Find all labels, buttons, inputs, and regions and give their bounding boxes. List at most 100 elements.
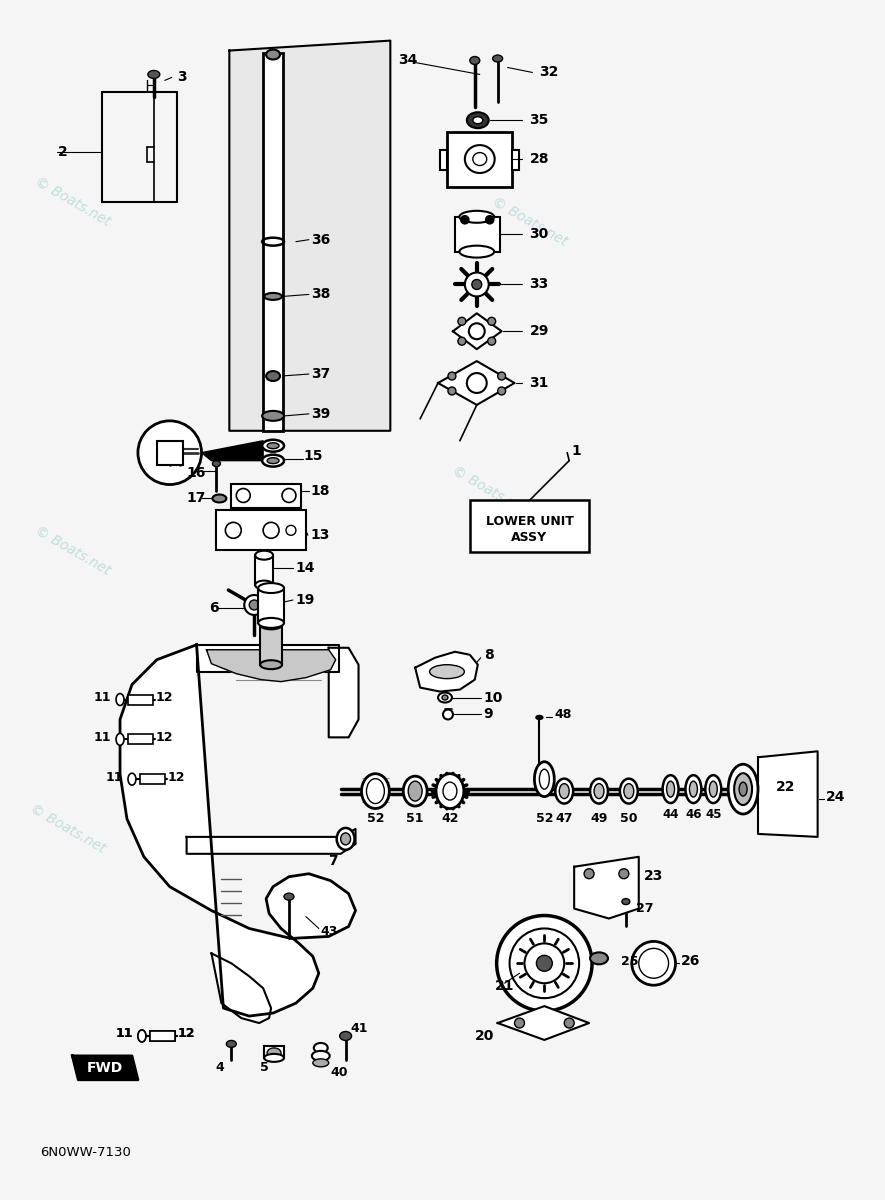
Text: 17: 17 xyxy=(187,492,206,505)
Text: 42: 42 xyxy=(442,812,458,826)
Text: 5: 5 xyxy=(260,1061,268,1074)
Polygon shape xyxy=(229,41,390,431)
Ellipse shape xyxy=(148,71,160,78)
Text: 52: 52 xyxy=(535,812,553,826)
Text: 12: 12 xyxy=(168,770,185,784)
Circle shape xyxy=(497,372,505,380)
Polygon shape xyxy=(212,953,271,1024)
Ellipse shape xyxy=(709,781,717,797)
Circle shape xyxy=(632,942,675,985)
Text: 43: 43 xyxy=(320,925,338,938)
Text: © Boats.net: © Boats.net xyxy=(33,175,113,229)
Polygon shape xyxy=(497,1006,589,1040)
Text: 52: 52 xyxy=(366,812,384,826)
Text: 12: 12 xyxy=(156,691,173,704)
Ellipse shape xyxy=(128,773,136,785)
Ellipse shape xyxy=(686,775,702,803)
Text: 51: 51 xyxy=(406,812,424,826)
Ellipse shape xyxy=(314,1043,327,1052)
Bar xyxy=(255,556,273,586)
Ellipse shape xyxy=(459,246,494,258)
Ellipse shape xyxy=(116,694,124,706)
Text: 24: 24 xyxy=(826,790,845,804)
Text: 28: 28 xyxy=(529,152,549,166)
Circle shape xyxy=(461,216,469,223)
Circle shape xyxy=(565,1018,574,1028)
Text: 6: 6 xyxy=(210,601,219,614)
Ellipse shape xyxy=(266,371,280,382)
Ellipse shape xyxy=(443,782,457,800)
Text: 4: 4 xyxy=(215,1061,224,1074)
Ellipse shape xyxy=(429,665,465,679)
Text: 37: 37 xyxy=(311,367,330,382)
Ellipse shape xyxy=(663,775,679,803)
Ellipse shape xyxy=(258,618,284,628)
Text: 46: 46 xyxy=(685,808,702,821)
Text: 1: 1 xyxy=(571,444,581,457)
Text: 50: 50 xyxy=(620,812,637,826)
Ellipse shape xyxy=(266,49,280,60)
Polygon shape xyxy=(758,751,818,836)
Ellipse shape xyxy=(555,779,573,804)
Bar xyxy=(128,734,153,744)
Text: 34: 34 xyxy=(398,53,418,66)
Polygon shape xyxy=(196,644,339,672)
Ellipse shape xyxy=(443,709,453,720)
Text: 10: 10 xyxy=(484,690,503,704)
Text: 19: 19 xyxy=(296,593,315,607)
Circle shape xyxy=(514,1018,525,1028)
Text: FWD: FWD xyxy=(87,1061,123,1075)
Polygon shape xyxy=(328,648,358,737)
Bar xyxy=(150,1031,174,1040)
Circle shape xyxy=(619,869,629,878)
Circle shape xyxy=(458,317,466,325)
Text: 33: 33 xyxy=(529,277,549,292)
Ellipse shape xyxy=(436,774,464,809)
Ellipse shape xyxy=(493,55,503,62)
Circle shape xyxy=(472,280,481,289)
Text: 21: 21 xyxy=(495,979,514,994)
Text: 11: 11 xyxy=(115,1027,133,1040)
Text: 39: 39 xyxy=(311,407,330,421)
Ellipse shape xyxy=(227,1040,236,1048)
Text: 41: 41 xyxy=(350,1021,368,1034)
Bar xyxy=(512,150,519,170)
Ellipse shape xyxy=(262,439,284,451)
Circle shape xyxy=(584,869,594,878)
Text: 22: 22 xyxy=(776,780,796,794)
Text: 12: 12 xyxy=(156,731,173,744)
Ellipse shape xyxy=(666,781,674,797)
Ellipse shape xyxy=(590,779,608,804)
Ellipse shape xyxy=(438,692,452,702)
Text: 12: 12 xyxy=(178,1027,196,1040)
Bar xyxy=(447,132,512,187)
Text: 12: 12 xyxy=(178,1027,196,1040)
Text: 48: 48 xyxy=(554,708,572,721)
Ellipse shape xyxy=(467,113,489,128)
Bar xyxy=(470,500,589,552)
Text: 25: 25 xyxy=(621,955,638,968)
Polygon shape xyxy=(73,1056,138,1080)
Text: 31: 31 xyxy=(529,376,549,390)
Ellipse shape xyxy=(312,1058,328,1067)
Text: LOWER UNIT: LOWER UNIT xyxy=(486,515,573,528)
Ellipse shape xyxy=(264,293,282,300)
Ellipse shape xyxy=(594,784,604,798)
Ellipse shape xyxy=(340,1032,351,1040)
Text: 27: 27 xyxy=(635,902,653,916)
Ellipse shape xyxy=(260,660,282,670)
Ellipse shape xyxy=(735,773,752,805)
Text: © Boats.net: © Boats.net xyxy=(27,802,108,856)
Text: 15: 15 xyxy=(304,449,323,463)
Ellipse shape xyxy=(264,1054,284,1062)
Bar xyxy=(260,625,282,665)
Text: 14: 14 xyxy=(296,562,315,575)
Ellipse shape xyxy=(255,581,273,589)
Ellipse shape xyxy=(473,116,482,124)
Ellipse shape xyxy=(255,551,273,559)
Bar xyxy=(157,440,182,464)
Ellipse shape xyxy=(312,1051,330,1061)
Polygon shape xyxy=(120,644,356,1016)
Text: 3: 3 xyxy=(177,71,187,84)
Text: 11: 11 xyxy=(94,731,111,744)
